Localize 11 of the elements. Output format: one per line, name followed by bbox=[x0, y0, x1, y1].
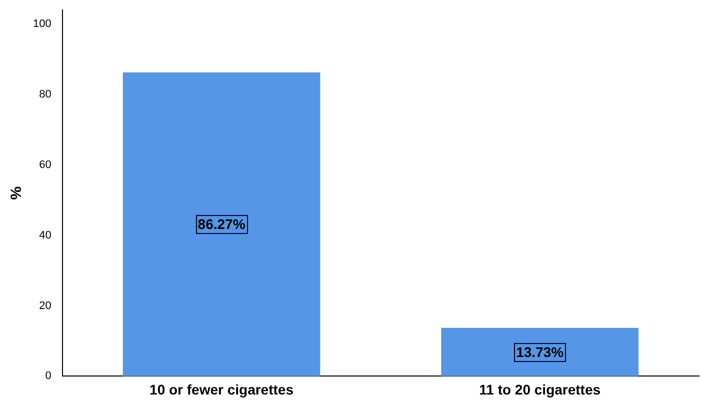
y-tick-label: 80 bbox=[39, 88, 52, 101]
data-label: 86.27% bbox=[198, 216, 246, 232]
y-tick-label: 100 bbox=[32, 18, 52, 30]
x-tick-label: 11 to 20 cigarettes bbox=[479, 381, 601, 398]
y-tick-label: 0 bbox=[45, 370, 52, 382]
data-label: 13.73% bbox=[516, 344, 564, 360]
y-axis-title: % bbox=[8, 186, 26, 200]
y-tick-label: 60 bbox=[39, 158, 52, 171]
x-tick-label: 10 or fewer cigarettes bbox=[150, 381, 294, 398]
y-tick-label: 40 bbox=[39, 229, 52, 242]
y-tick-label: 20 bbox=[39, 300, 52, 312]
